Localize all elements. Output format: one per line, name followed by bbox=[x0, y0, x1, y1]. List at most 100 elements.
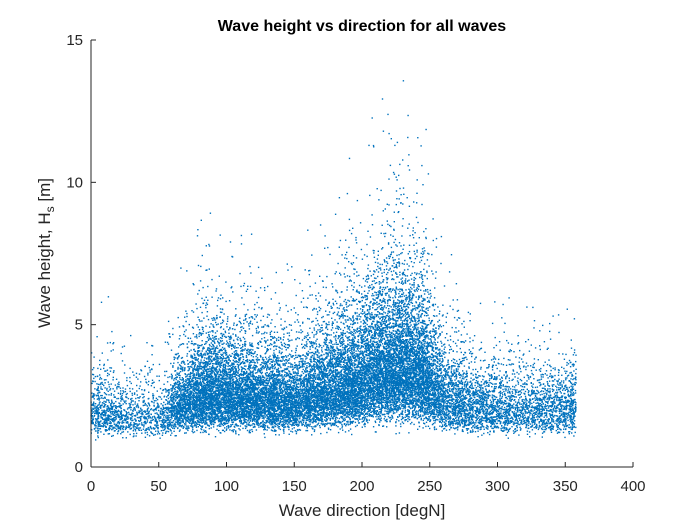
data-point bbox=[190, 354, 192, 356]
data-point bbox=[192, 283, 194, 285]
data-point bbox=[403, 383, 405, 385]
data-point bbox=[332, 369, 335, 372]
data-point bbox=[448, 406, 450, 408]
data-point bbox=[258, 306, 260, 309]
data-point bbox=[429, 376, 431, 378]
data-point bbox=[313, 380, 315, 383]
data-point bbox=[260, 308, 263, 310]
data-point bbox=[531, 422, 534, 424]
data-point bbox=[255, 416, 258, 419]
data-point bbox=[117, 392, 120, 394]
data-point bbox=[190, 349, 192, 351]
data-point bbox=[421, 362, 423, 364]
data-point bbox=[431, 319, 434, 322]
data-point bbox=[372, 401, 374, 403]
data-point bbox=[402, 329, 404, 331]
data-point bbox=[548, 410, 550, 412]
data-point bbox=[207, 371, 209, 373]
data-point bbox=[147, 426, 149, 429]
data-point bbox=[288, 375, 290, 377]
data-point bbox=[175, 406, 178, 408]
data-point bbox=[235, 334, 237, 336]
data-point bbox=[385, 327, 387, 329]
data-point bbox=[381, 224, 383, 226]
data-point bbox=[365, 278, 368, 280]
data-point bbox=[245, 373, 247, 375]
data-point bbox=[339, 381, 341, 383]
data-point bbox=[392, 278, 394, 280]
data-point bbox=[326, 275, 328, 278]
data-point bbox=[170, 384, 172, 386]
data-point bbox=[409, 342, 411, 344]
data-point bbox=[418, 316, 420, 319]
data-point bbox=[471, 407, 473, 410]
data-point bbox=[271, 336, 273, 338]
data-point bbox=[94, 424, 96, 426]
data-point bbox=[313, 355, 315, 357]
data-point bbox=[257, 325, 259, 328]
data-point bbox=[182, 392, 184, 394]
data-point bbox=[398, 312, 400, 314]
data-point bbox=[337, 408, 339, 410]
data-point bbox=[442, 314, 444, 316]
data-point bbox=[326, 401, 328, 403]
data-point bbox=[431, 356, 433, 359]
data-point bbox=[148, 417, 150, 419]
data-point bbox=[341, 354, 343, 357]
data-point bbox=[377, 291, 379, 293]
data-point bbox=[291, 411, 293, 413]
data-point bbox=[186, 312, 188, 315]
data-point bbox=[126, 379, 128, 382]
data-point bbox=[423, 293, 426, 295]
data-point bbox=[355, 399, 357, 401]
data-point bbox=[339, 345, 342, 347]
data-point bbox=[229, 426, 232, 428]
data-point bbox=[338, 396, 340, 398]
data-point bbox=[499, 370, 501, 372]
data-point bbox=[359, 414, 361, 416]
data-point bbox=[497, 402, 499, 405]
data-point bbox=[361, 350, 364, 353]
data-point bbox=[529, 414, 531, 416]
data-point bbox=[117, 413, 119, 415]
data-point bbox=[236, 361, 239, 363]
data-point bbox=[422, 406, 425, 408]
data-point bbox=[436, 365, 439, 367]
data-point bbox=[208, 351, 210, 353]
data-point bbox=[240, 422, 242, 425]
data-point bbox=[227, 422, 229, 424]
data-point bbox=[513, 424, 515, 426]
data-point bbox=[310, 351, 313, 354]
data-point bbox=[564, 405, 566, 407]
data-point bbox=[342, 343, 344, 345]
data-point bbox=[413, 371, 416, 373]
data-point bbox=[396, 418, 398, 421]
data-point bbox=[435, 271, 437, 273]
data-point bbox=[379, 327, 381, 330]
data-point bbox=[508, 407, 511, 409]
data-point bbox=[304, 386, 306, 389]
data-point bbox=[374, 348, 376, 350]
data-point bbox=[543, 395, 546, 397]
data-point bbox=[285, 419, 287, 421]
data-point bbox=[200, 359, 202, 361]
data-point bbox=[413, 408, 416, 411]
data-point bbox=[458, 365, 461, 368]
data-point bbox=[258, 408, 260, 410]
data-point bbox=[575, 382, 577, 384]
data-point bbox=[189, 383, 192, 386]
data-point bbox=[442, 344, 445, 346]
data-point bbox=[457, 339, 459, 341]
data-point bbox=[326, 411, 328, 414]
data-point bbox=[404, 332, 406, 334]
data-point bbox=[200, 333, 203, 335]
data-point bbox=[402, 187, 405, 189]
data-point bbox=[257, 342, 259, 345]
data-point bbox=[356, 315, 358, 317]
data-point bbox=[193, 399, 196, 401]
data-point bbox=[391, 385, 393, 388]
data-point bbox=[433, 372, 436, 375]
data-point bbox=[256, 372, 258, 374]
data-point bbox=[364, 400, 366, 402]
data-point bbox=[172, 410, 174, 412]
